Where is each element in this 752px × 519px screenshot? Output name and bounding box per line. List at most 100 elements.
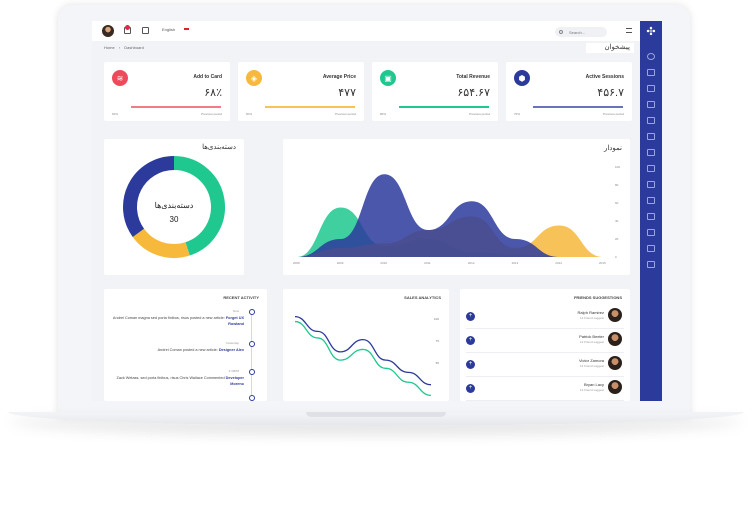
fullscreen-icon[interactable] bbox=[142, 27, 149, 34]
x-tick-label: 2010 bbox=[380, 261, 387, 265]
categories-title: دسته‌بندی‌ها bbox=[202, 144, 236, 151]
list-icon[interactable] bbox=[647, 165, 655, 172]
stat-footer-label: Previous period bbox=[201, 112, 222, 116]
language-selector[interactable]: English bbox=[162, 27, 176, 32]
activity-link[interactable]: Designer Alex bbox=[218, 348, 244, 352]
y-tick: 100 bbox=[433, 317, 439, 321]
y-tick-label: 100 bbox=[615, 165, 620, 169]
timeline-dot bbox=[249, 369, 255, 375]
timeline-dot bbox=[249, 341, 255, 347]
y-tick-label: 40 bbox=[615, 219, 619, 223]
folder-icon[interactable] bbox=[647, 181, 655, 188]
activity-text: Andrei Coman magna sed porta finibus, ri… bbox=[112, 316, 244, 326]
stat-value: ۴۷۷ bbox=[338, 87, 356, 99]
friend-name[interactable]: Victor Zamora bbox=[578, 358, 604, 363]
y-tick-label: 60 bbox=[615, 201, 619, 205]
layers-icon[interactable] bbox=[647, 213, 655, 220]
dashboard-screen: English Search... Home › Dashboard پیشخو… bbox=[92, 21, 662, 401]
line-series bbox=[294, 315, 432, 386]
wifi-icon[interactable] bbox=[647, 133, 655, 140]
store-icon[interactable] bbox=[647, 69, 655, 76]
add-friend-button[interactable]: + bbox=[466, 384, 475, 393]
friend-name[interactable]: Ralph Ramirez bbox=[577, 310, 604, 315]
friend-item: + Ralph Ramirez 12 Friend suggest bbox=[466, 305, 624, 329]
breadcrumb-current: Dashboard bbox=[124, 45, 144, 50]
add-friend-button[interactable]: + bbox=[466, 312, 475, 321]
stat-footer-percent: 70% bbox=[514, 112, 521, 116]
recent-activity-card: RECENT ACTIVITY Now Andrei Coman magna s… bbox=[104, 289, 267, 401]
breadcrumb-home[interactable]: Home bbox=[104, 45, 115, 50]
donut-center-value: 30 bbox=[169, 215, 179, 224]
activity-link[interactable]: Developer Moreno bbox=[225, 376, 244, 386]
friend-item: + Patrick Beeler 12 Friend suggest bbox=[466, 329, 624, 353]
timeline-dot bbox=[249, 309, 255, 315]
sidebar: ✣ bbox=[640, 21, 662, 401]
friend-name[interactable]: Bryan Lacy bbox=[583, 382, 604, 387]
donut-slice bbox=[173, 156, 225, 256]
stat-footer-label: Previous period bbox=[603, 112, 624, 116]
table-icon[interactable] bbox=[647, 245, 655, 252]
bag-icon: ▣ bbox=[380, 70, 396, 86]
calendar-icon[interactable] bbox=[647, 101, 655, 108]
activity-time: 2:30PM bbox=[228, 369, 239, 373]
donut-slice bbox=[132, 228, 190, 258]
donut-slice bbox=[123, 156, 175, 237]
notification-badge bbox=[125, 25, 130, 30]
stat-card-average-price: ◈ Average Price ۴۷۷ Previous period 60% bbox=[238, 62, 364, 121]
stat-card-total-revenue: ▣ Total Revenue ۶۵۴.۶۷ Previous period 8… bbox=[372, 62, 498, 121]
friend-subtext: 12 Friend suggest bbox=[579, 364, 604, 368]
friend-avatar bbox=[608, 356, 622, 370]
donut-center-label: دسته‌بندی‌ها bbox=[154, 201, 194, 210]
activity-text: Zack Wetass, sed porta finibus, risus Ch… bbox=[116, 376, 244, 386]
y-tick-label: 20 bbox=[615, 237, 619, 241]
stat-footer-percent: 80% bbox=[380, 112, 387, 116]
stat-footer-percent: 60% bbox=[246, 112, 253, 116]
categories-card: دسته‌بندی‌ها دسته‌بندی‌ها 30 bbox=[104, 139, 244, 275]
x-tick-label: 2013 bbox=[512, 261, 519, 265]
document-icon[interactable] bbox=[647, 149, 655, 156]
stat-value: ۶۸٪ bbox=[204, 87, 222, 99]
activity-time: Yesterday bbox=[225, 341, 239, 345]
search-input[interactable]: Search... bbox=[555, 27, 607, 37]
friend-subtext: 12 Friend suggest bbox=[579, 388, 604, 392]
laptop-notch bbox=[306, 412, 446, 417]
activity-link[interactable]: Forget UX Rowland bbox=[225, 316, 244, 326]
friends-suggestions-card: FRIENDS SUGGESTIONS + Ralph Ramirez 12 F… bbox=[460, 289, 630, 401]
x-tick-label: 2012 bbox=[468, 261, 475, 265]
stat-value: ۶۵۴.۶۷ bbox=[457, 87, 490, 99]
page-title: پیشخوان bbox=[586, 43, 634, 53]
donut-chart bbox=[123, 156, 225, 258]
chart-icon[interactable] bbox=[647, 197, 655, 204]
recent-activity-title: RECENT ACTIVITY bbox=[223, 295, 259, 300]
friend-subtext: 12 Friend suggest bbox=[579, 316, 604, 320]
friend-name[interactable]: Patrick Beeler bbox=[579, 334, 604, 339]
sales-analytics-title: SALES ANALYTICS bbox=[404, 295, 441, 300]
x-tick-label: 2008 bbox=[293, 261, 300, 265]
stat-label: Average Price bbox=[322, 74, 356, 80]
add-friend-button[interactable]: + bbox=[466, 360, 475, 369]
friend-item: + Victor Zamora 12 Friend suggest bbox=[466, 353, 624, 377]
top-bar: English Search... bbox=[92, 21, 640, 41]
timeline-dot bbox=[249, 395, 255, 401]
user-avatar[interactable] bbox=[102, 25, 114, 37]
menu-toggle-icon[interactable] bbox=[626, 28, 632, 33]
x-tick-label: 2009 bbox=[337, 261, 344, 265]
friend-subtext: 12 Friend suggest bbox=[579, 340, 604, 344]
mail-icon[interactable] bbox=[647, 85, 655, 92]
laptop-frame: English Search... Home › Dashboard پیشخو… bbox=[58, 5, 690, 417]
y-tick: 50 bbox=[435, 361, 439, 365]
friend-avatar bbox=[608, 332, 622, 346]
line-series bbox=[294, 320, 432, 397]
share-icon[interactable] bbox=[647, 261, 655, 268]
y-tick-label: 80 bbox=[615, 183, 619, 187]
dashboard-icon[interactable] bbox=[647, 53, 655, 60]
layout-icon[interactable] bbox=[647, 117, 655, 124]
add-friend-button[interactable]: + bbox=[466, 336, 475, 345]
logo-icon[interactable]: ✣ bbox=[646, 25, 656, 38]
stat-value: ۴۵۶.۷ bbox=[597, 87, 624, 99]
flag-icon bbox=[184, 28, 189, 32]
stat-footer-label: Previous period bbox=[335, 112, 356, 116]
sales-line-chart bbox=[294, 315, 432, 397]
location-icon[interactable] bbox=[647, 229, 655, 236]
stat-footer-label: Previous period bbox=[469, 112, 490, 116]
